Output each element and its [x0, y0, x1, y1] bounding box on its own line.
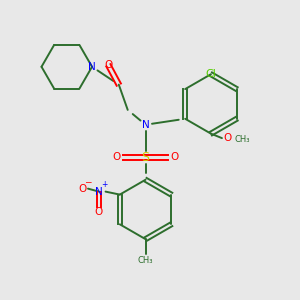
Text: S: S [142, 151, 149, 164]
Text: O: O [112, 152, 121, 162]
Text: N: N [95, 187, 103, 196]
Text: O: O [95, 207, 103, 218]
Text: O: O [104, 60, 112, 70]
Text: N: N [142, 120, 149, 130]
Text: CH₃: CH₃ [235, 135, 250, 144]
Text: O: O [170, 152, 178, 162]
Text: O: O [223, 133, 231, 143]
Text: −: − [84, 178, 92, 187]
Text: N: N [88, 62, 96, 72]
Text: +: + [101, 180, 107, 189]
Text: CH₃: CH₃ [138, 256, 153, 265]
Text: O: O [79, 184, 87, 194]
Text: Cl: Cl [206, 69, 216, 79]
